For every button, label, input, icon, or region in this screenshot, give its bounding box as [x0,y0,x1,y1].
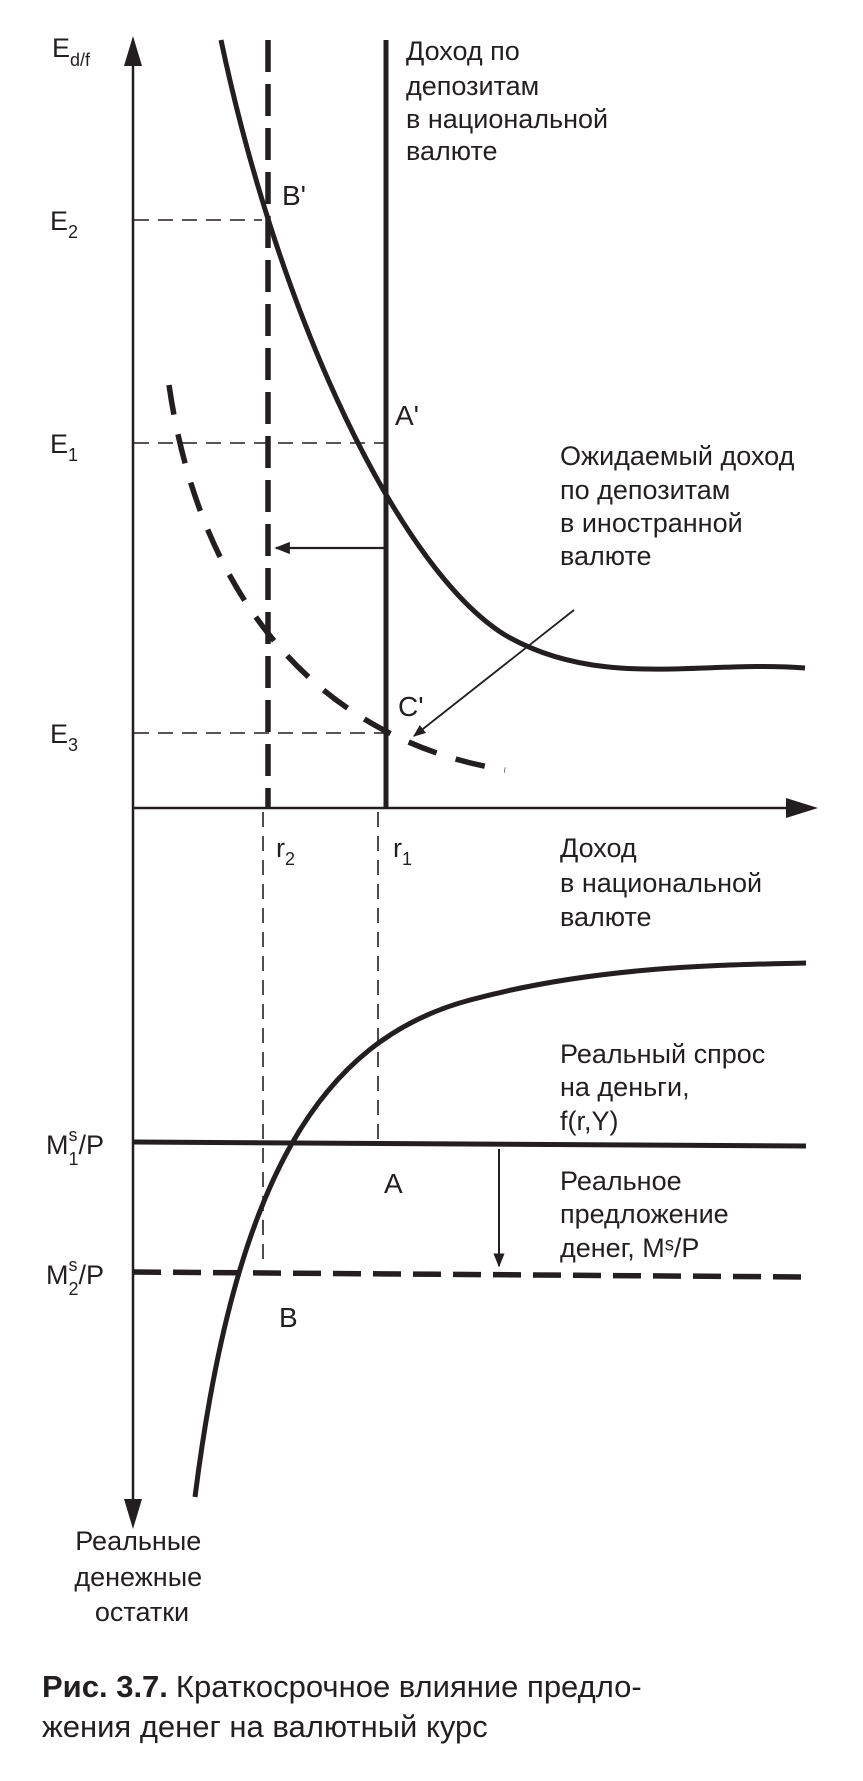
foreign-return-curve-initial [218,39,806,672]
y-axis-bottom-label: Реальные денежные остатки [74,1526,209,1627]
point-b: B [279,1302,298,1333]
foreign-return-curve-shifted [166,384,506,773]
label-m1: Ms 1/P [46,1125,104,1169]
horizontal-axis-arrow [786,798,818,818]
y-axis-label: Ed/f [52,33,91,70]
label-money-supply: Реальное предложение денег, Mˢ/P [560,1166,736,1263]
label-r2: r2 [276,833,295,869]
label-e1: E1 [50,429,78,465]
money-supply-line-2 [132,1269,807,1280]
shift-arrow-curve [413,609,575,737]
money-supply-line-1 [132,1139,807,1149]
figure-caption-line1: Рис. 3.7. Краткосрочное влияние предло- [42,1669,642,1704]
money-demand-curve [192,960,807,1498]
point-a: A [384,1168,403,1199]
label-domestic-return: Доход по депозитам в национальной валюте [406,36,616,166]
vertical-axis-arrow-up [124,36,142,66]
label-money-demand: Реальный спрос на деньги, f(r,Y) [560,1039,773,1136]
label-e2: E2 [50,206,78,242]
vertical-axis-arrow-down [124,1499,142,1529]
figure-caption-line2: жения денег на валютный курс [42,1709,488,1744]
label-foreign-return: Ожидаемый доход по депозитам в иностранн… [560,441,802,571]
point-a-prime: A' [395,400,419,431]
point-c-prime: C' [398,691,424,722]
label-m2: Ms 2/P [46,1255,104,1299]
x-axis-label: Доход в национальной валюте [560,833,770,932]
label-r1: r1 [393,833,412,869]
label-e3: E3 [50,719,78,755]
point-b-prime: B' [282,180,306,211]
